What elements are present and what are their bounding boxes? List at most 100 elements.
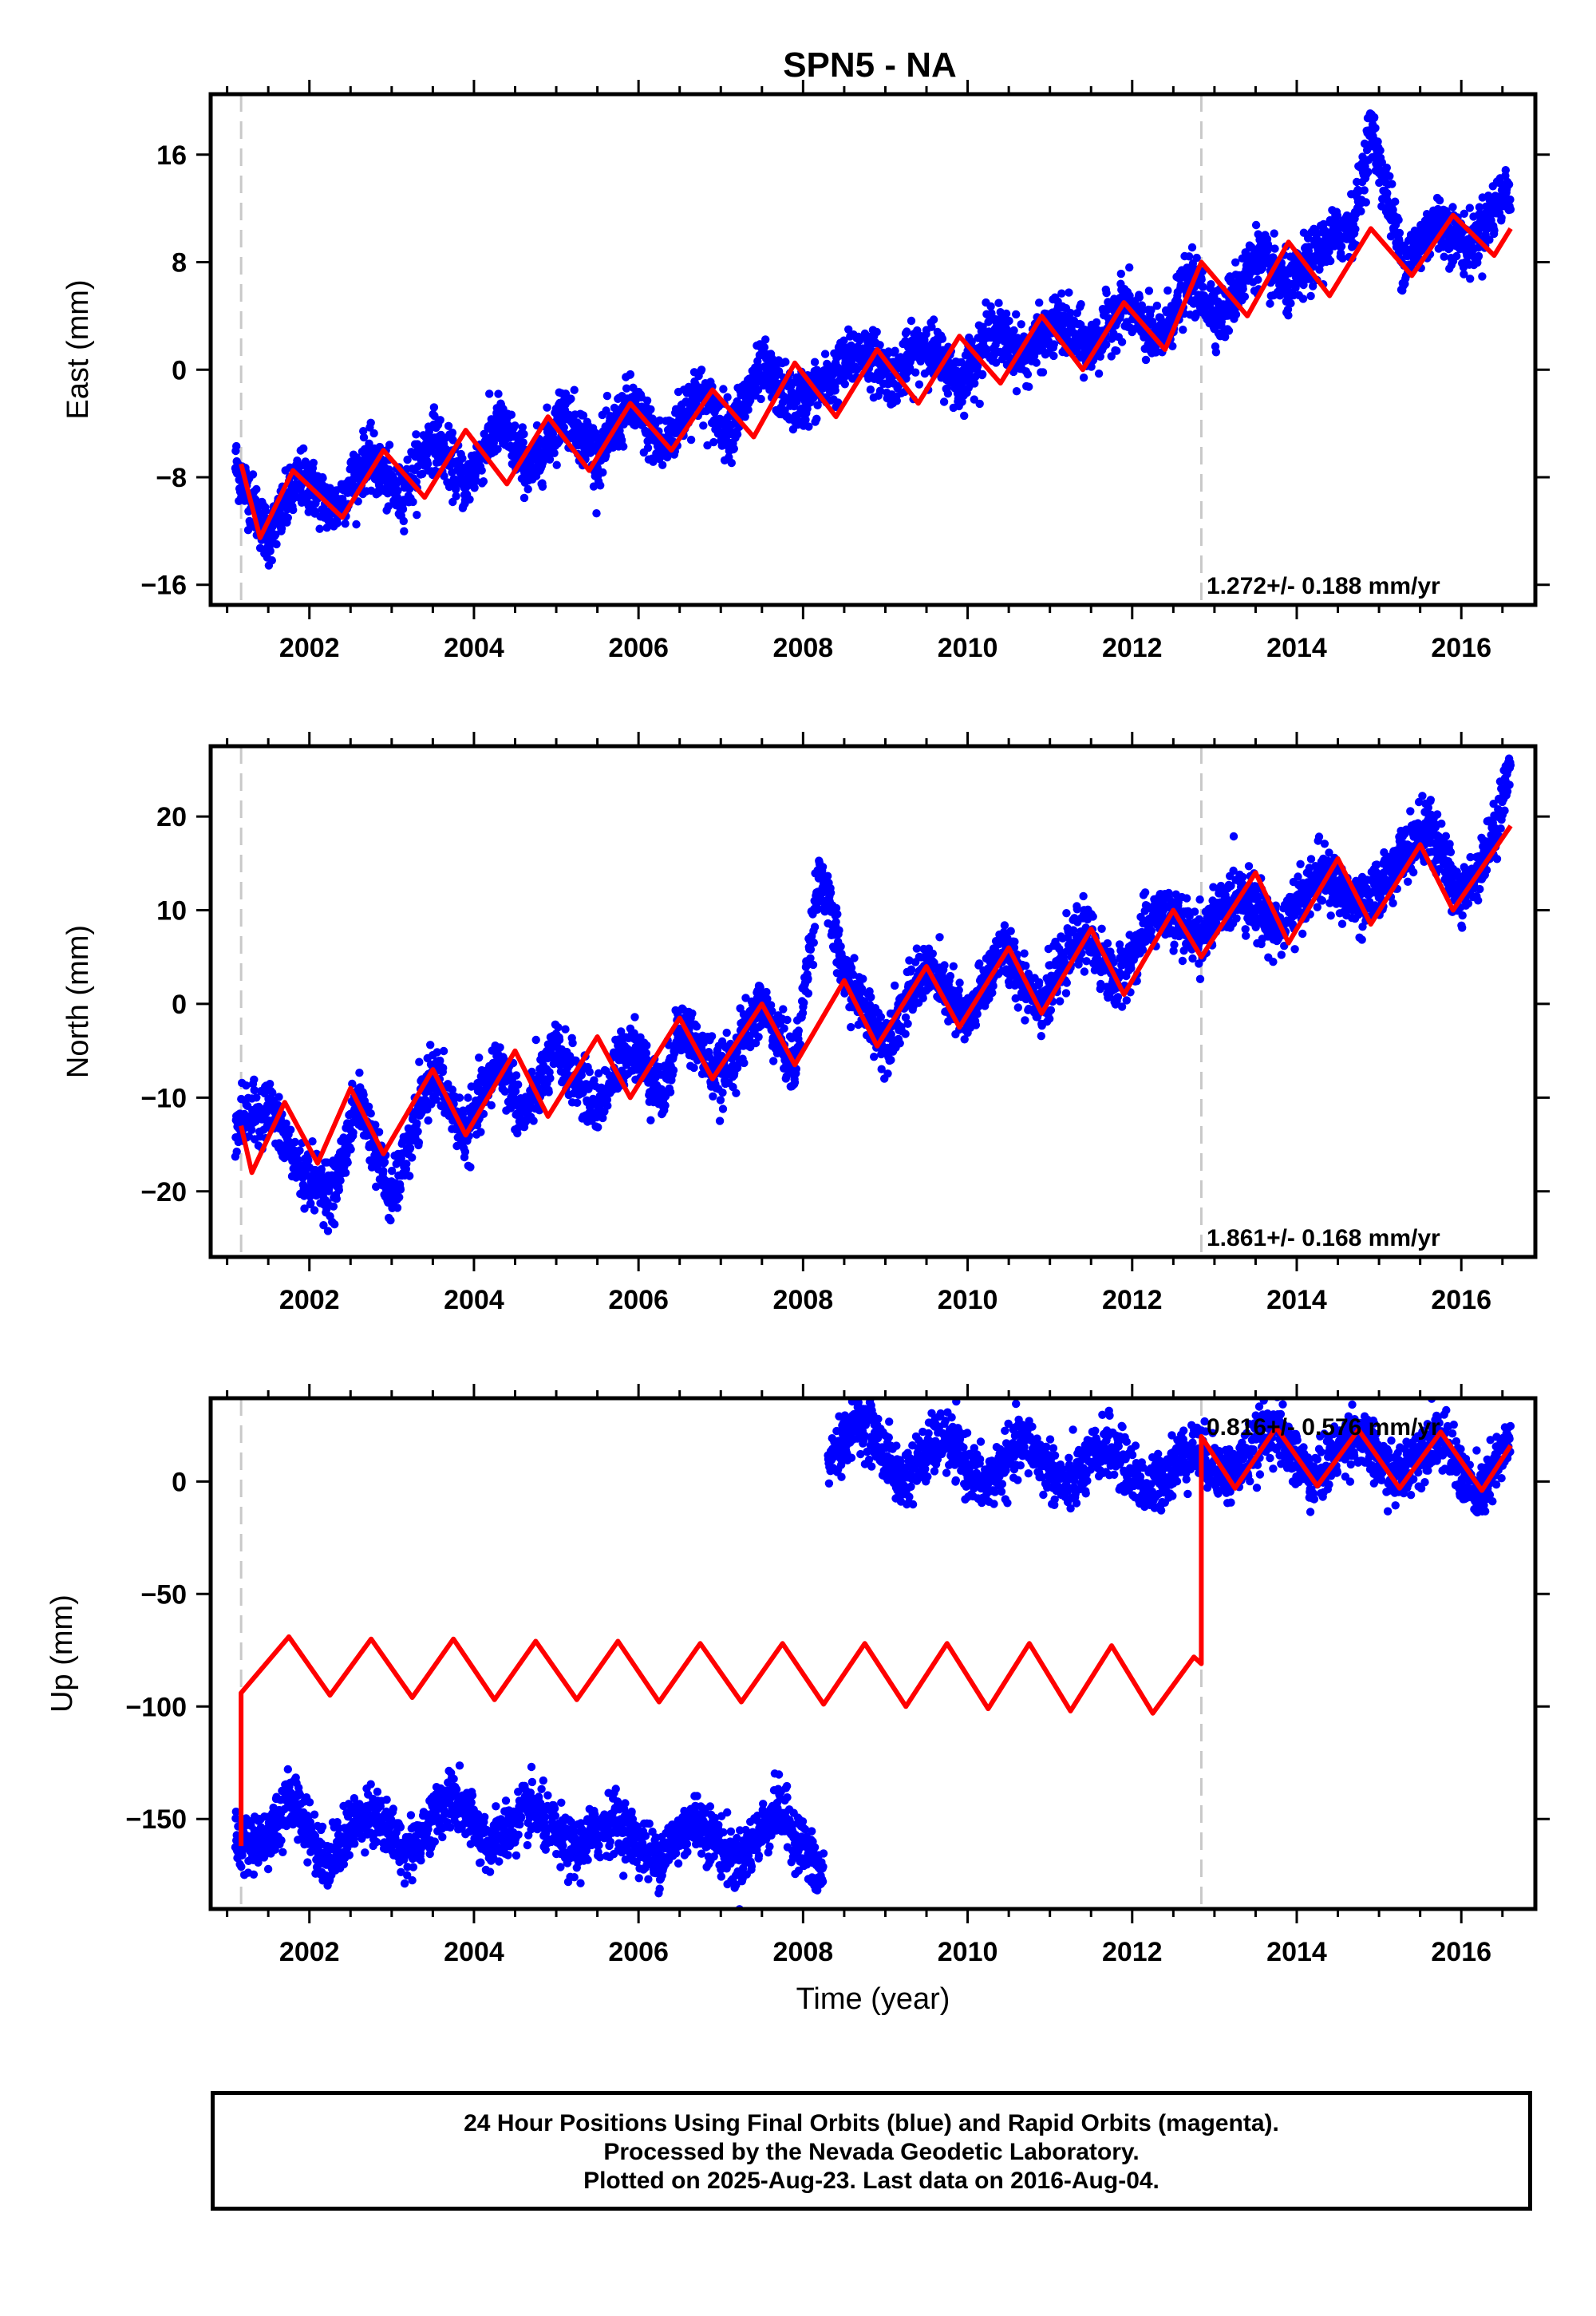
data-point	[424, 1116, 433, 1125]
data-point	[1452, 251, 1461, 261]
data-point	[585, 1068, 594, 1077]
data-point	[359, 427, 368, 436]
data-point	[496, 1043, 504, 1052]
data-point	[1152, 301, 1162, 310]
data-point	[658, 460, 667, 469]
data-point	[1506, 195, 1515, 204]
data-point	[1017, 320, 1025, 329]
data-point	[751, 379, 760, 388]
data-point	[598, 1113, 607, 1123]
data-point	[359, 433, 369, 442]
data-point	[405, 1144, 415, 1152]
data-point	[741, 413, 749, 421]
data-point	[594, 1123, 602, 1132]
data-point	[413, 1119, 421, 1128]
data-point	[831, 386, 839, 395]
data-point	[336, 1176, 345, 1185]
data-point	[466, 1163, 475, 1172]
data-point	[986, 302, 995, 311]
data-point	[341, 1168, 350, 1177]
data-point	[544, 1088, 553, 1097]
data-point	[1333, 211, 1342, 220]
data-point	[866, 385, 875, 394]
data-point	[1388, 180, 1396, 188]
data-point	[333, 519, 342, 528]
data-point	[1012, 310, 1021, 319]
data-point	[374, 1128, 384, 1136]
data-point	[352, 520, 361, 529]
data-point	[322, 1204, 331, 1214]
data-point	[460, 1148, 470, 1156]
data-point	[596, 481, 605, 490]
x-tick-label: 2002	[279, 633, 340, 663]
data-point	[907, 316, 916, 326]
data-point	[1240, 292, 1250, 301]
data-point	[839, 336, 848, 345]
data-point	[252, 484, 261, 494]
data-point	[429, 403, 439, 412]
data-point	[519, 438, 527, 447]
data-point	[295, 1146, 304, 1155]
data-point	[507, 410, 516, 419]
data-point	[598, 468, 607, 477]
data-point	[317, 1164, 326, 1174]
data-point	[341, 520, 350, 528]
data-point	[555, 1035, 564, 1045]
data-point	[247, 1125, 256, 1135]
data-point	[364, 1102, 373, 1111]
data-point	[617, 436, 626, 445]
data-point	[232, 1147, 241, 1156]
data-point	[266, 547, 275, 555]
data-point	[519, 493, 529, 503]
data-point	[1309, 282, 1317, 290]
data-point	[1299, 280, 1308, 290]
data-point	[396, 1185, 405, 1194]
x-tick-label: 2016	[1431, 633, 1491, 663]
data-point	[840, 380, 850, 389]
data-point	[300, 1204, 309, 1213]
x-tick-label: 2010	[938, 633, 998, 663]
data-point	[405, 1172, 414, 1180]
data-point	[1475, 203, 1484, 211]
data-point	[545, 455, 555, 464]
data-point	[439, 1046, 448, 1056]
data-point	[531, 1035, 540, 1045]
data-point	[1184, 252, 1194, 261]
data-point	[343, 1158, 352, 1167]
data-point	[1238, 284, 1247, 294]
data-point	[1270, 244, 1279, 253]
data-point	[1395, 228, 1404, 238]
data-point	[452, 492, 460, 500]
data-point	[852, 365, 862, 374]
data-point	[1135, 293, 1144, 302]
data-point	[487, 1101, 496, 1110]
data-point	[402, 1160, 411, 1168]
data-point	[323, 1227, 333, 1235]
data-point	[1394, 215, 1403, 224]
data-point	[943, 389, 953, 398]
data-point	[643, 444, 653, 453]
data-point	[309, 458, 318, 468]
x-tick-label: 2012	[1102, 633, 1163, 663]
data-point	[1342, 211, 1352, 220]
data-point	[493, 445, 502, 453]
data-point	[1286, 298, 1295, 308]
data-point	[1466, 275, 1475, 283]
data-point	[906, 364, 915, 373]
data-point	[1497, 213, 1506, 223]
data-point	[275, 1093, 283, 1101]
data-point	[744, 405, 753, 414]
data-point	[872, 327, 881, 337]
data-point	[1325, 247, 1333, 256]
data-point	[550, 449, 559, 457]
data-point	[891, 346, 899, 355]
data-point	[1012, 387, 1021, 396]
data-point	[315, 524, 324, 533]
data-point	[813, 401, 822, 409]
data-point	[1490, 226, 1499, 235]
data-point	[250, 1085, 259, 1095]
data-point	[1102, 340, 1111, 349]
data-point	[642, 1041, 651, 1050]
data-point	[290, 1137, 299, 1147]
data-point	[603, 1101, 612, 1110]
